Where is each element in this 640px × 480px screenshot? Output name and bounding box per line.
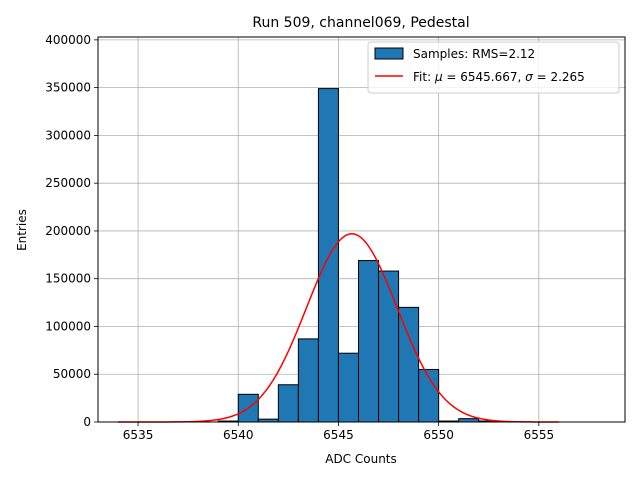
histogram-bar <box>398 306 420 423</box>
x-tick-label: 6555 <box>524 428 555 442</box>
x-tick-label: 6545 <box>323 428 354 442</box>
y-tick-label: 200000 <box>45 224 91 238</box>
x-tick-label: 6535 <box>123 428 154 442</box>
histogram-bar <box>317 88 339 423</box>
plot-frame <box>97 36 626 423</box>
y-tick-label: 50000 <box>53 367 91 381</box>
legend-sigma-symbol: σ <box>525 70 533 84</box>
histogram-bar <box>378 270 400 423</box>
y-tick-label: 350000 <box>45 81 91 95</box>
x-axis-label: ADC Counts <box>325 452 397 466</box>
histogram-bar <box>458 418 480 423</box>
legend-samples-label: Samples: RMS=2.12 <box>413 47 535 61</box>
legend-sigma-value: = 2.265 <box>533 70 585 84</box>
y-tick-label: 300000 <box>45 128 91 142</box>
legend-samples-swatch <box>374 47 404 60</box>
x-tick-label: 6540 <box>223 428 254 442</box>
histogram-bars <box>217 88 500 423</box>
legend-fit-prefix: Fit: <box>413 70 435 84</box>
y-axis-ticks: 0 50000 100000 150000 200000 250000 300000 3500… <box>45 33 98 429</box>
histogram-bar <box>297 338 319 423</box>
chart-title: Run 509, channel069, Pedestal <box>252 15 469 31</box>
y-tick-label: 0 <box>83 415 91 429</box>
y-tick-label: 150000 <box>45 272 91 286</box>
histogram-bar <box>357 260 380 423</box>
y-axis-label: Entries <box>15 209 29 251</box>
legend-fit-label: Fit: μ = 6545.667, σ = 2.265 <box>413 70 585 84</box>
histogram-bar <box>337 352 359 423</box>
y-tick-label: 400000 <box>45 33 91 47</box>
legend-box <box>367 41 620 94</box>
legend-mu-value: = 6545.667, <box>443 70 526 84</box>
legend-mu-symbol: μ <box>434 70 443 84</box>
x-tick-label: 6550 <box>423 428 454 442</box>
y-tick-label: 100000 <box>45 319 91 333</box>
x-axis-ticks: 6535 6540 6545 6550 6555 <box>123 422 554 442</box>
histogram-bar <box>277 384 299 423</box>
legend: Samples: RMS=2.12 Fit: μ = 6545.667, σ =… <box>367 41 620 94</box>
y-tick-label: 250000 <box>45 176 91 190</box>
